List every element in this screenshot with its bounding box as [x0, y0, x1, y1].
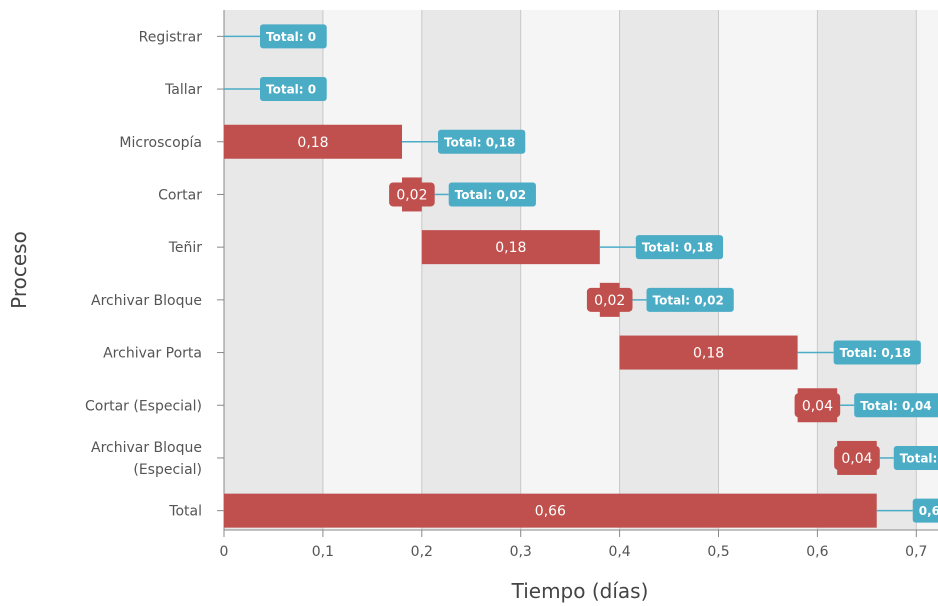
bar — [619, 335, 798, 370]
category-label: Archivar Bloque — [91, 293, 202, 309]
bars: Total: 0 Total: 0 0,18 Total: 0,18 0,02 Total… — [224, 24, 938, 528]
category-label: Teñir — [168, 240, 203, 256]
bar-value-label: 0,02 — [396, 187, 427, 203]
total-badge-label: Total: 0,18 — [444, 135, 515, 149]
category-label: Archivar Bloque — [91, 440, 202, 456]
plot-band — [421, 10, 521, 530]
category-label: Archivar Porta — [103, 346, 202, 362]
total-badge — [833, 340, 921, 365]
bar — [421, 230, 600, 265]
total-badge-label: Total: 0 — [266, 83, 316, 97]
category-label: Microscopía — [119, 135, 202, 151]
x-tick-label: 0,3 — [510, 544, 532, 560]
total-badge — [912, 498, 938, 523]
plot-band — [718, 10, 818, 530]
x-tick-label: 0,7 — [905, 544, 927, 560]
x-axis-title: Tiempo (días) — [511, 579, 649, 603]
total-badge — [635, 235, 724, 260]
x-tick-label: 0,2 — [411, 544, 433, 560]
total-badge-label: Total: 0,18 — [840, 346, 911, 360]
y-axis-title: Proceso — [7, 231, 31, 309]
bar-value-label: 0,66 — [535, 504, 566, 520]
category-label: Tallar — [164, 82, 202, 98]
total-badge-label: 0,66 — [919, 504, 938, 518]
plot-band — [520, 10, 620, 530]
total-badge-label: Total: 0,18 — [642, 241, 713, 255]
total-badge — [854, 393, 938, 418]
grid-lines — [223, 10, 917, 530]
total-badge — [448, 182, 536, 207]
bar-value-label: 0,04 — [802, 398, 833, 414]
bar-value-label: 0,18 — [693, 346, 724, 362]
plot-bands — [224, 10, 938, 530]
bar — [224, 124, 403, 159]
total-badge — [260, 24, 327, 49]
total-badge — [646, 287, 734, 312]
plot-band — [619, 10, 719, 530]
total-badge-label: Total: 0,04 — [900, 451, 938, 465]
x-tick-label: 0,5 — [707, 544, 729, 560]
total-badge-label: Total: 0,04 — [860, 399, 931, 413]
x-tick-label: 0,6 — [806, 544, 828, 560]
bar-value-callout — [586, 287, 633, 312]
x-tick-label: 0,1 — [312, 544, 334, 560]
total-badge — [893, 445, 938, 470]
bar-value-callout — [794, 393, 841, 418]
total-badge — [438, 129, 526, 154]
total-badge — [260, 77, 327, 102]
category-labels: Registrar Tallar Microscopía Cortar Teñir Arc… — [85, 29, 224, 520]
category-label: Cortar (Especial) — [85, 398, 202, 414]
bar-value-callout — [834, 445, 880, 470]
bar-value-label: 0,18 — [297, 135, 328, 151]
bar — [224, 493, 877, 528]
category-label: Total — [168, 504, 202, 520]
x-tick-label: 0,4 — [608, 544, 630, 560]
bar-value-label: 0,04 — [841, 451, 872, 467]
x-tick-label: 0 — [220, 544, 229, 560]
bar-value-callout — [389, 182, 435, 207]
bar-value-label: 0,18 — [495, 240, 526, 256]
total-badge-label: Total: 0,02 — [653, 293, 724, 307]
x-axis: 0 0,1 0,2 0,3 0,4 0,5 0,6 0,7 — [220, 529, 938, 560]
category-label: Cortar — [158, 187, 202, 203]
plot-band — [322, 10, 422, 530]
total-badge-label: Total: 0,02 — [455, 188, 526, 202]
category-label: (Especial) — [133, 462, 202, 478]
category-label: Registrar — [139, 29, 203, 45]
total-badge-label: Total: 0 — [266, 30, 316, 44]
bar-value-label: 0,02 — [594, 293, 625, 309]
